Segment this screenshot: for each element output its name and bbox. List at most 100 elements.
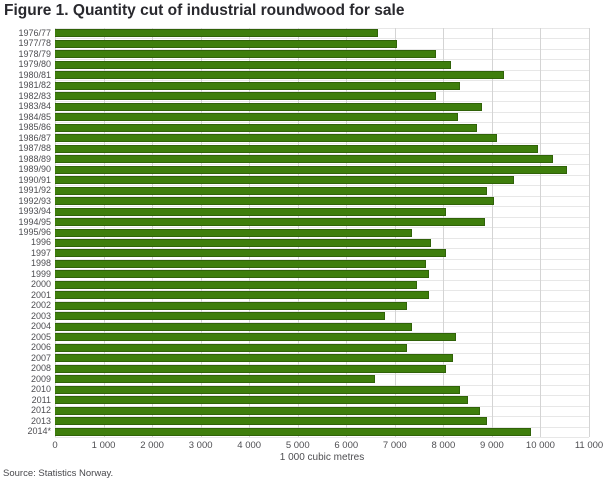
bar-1986/87[interactable] xyxy=(55,134,497,143)
bar-1997[interactable] xyxy=(55,249,446,258)
row-gridline xyxy=(55,28,589,29)
bar-1998[interactable] xyxy=(55,259,427,268)
row-gridline xyxy=(55,164,589,166)
bar-1987/88[interactable] xyxy=(55,144,539,153)
bar-2003[interactable] xyxy=(55,312,386,321)
category-label: 1979/80 xyxy=(18,59,51,70)
bar-1992/93[interactable] xyxy=(55,197,495,206)
row-gridline xyxy=(55,395,589,397)
row-gridline xyxy=(55,353,589,355)
bar-2004[interactable] xyxy=(55,322,412,331)
category-label: 2006 xyxy=(30,342,51,353)
bar-2002[interactable] xyxy=(55,301,407,310)
row-gridline xyxy=(55,279,589,281)
x-tick-label: 5 000 xyxy=(285,440,310,451)
x-tick-label: 8 000 xyxy=(431,440,456,451)
category-label: 1994/95 xyxy=(18,216,51,227)
row-gridline xyxy=(55,237,589,239)
category-label: 2012 xyxy=(30,405,51,416)
bar-1979/80[interactable] xyxy=(55,60,451,69)
bar-2014*[interactable] xyxy=(55,427,531,436)
category-label: 1986/87 xyxy=(18,132,51,143)
value-gridline xyxy=(589,28,590,437)
row-gridline xyxy=(55,122,589,124)
category-label: 1987/88 xyxy=(18,143,51,154)
category-label: 2005 xyxy=(30,331,51,342)
bar-1990/91[interactable] xyxy=(55,176,514,185)
category-label: 2000 xyxy=(30,279,51,290)
bar-2011[interactable] xyxy=(55,396,468,405)
category-label: 1998 xyxy=(30,258,51,269)
value-gridline xyxy=(540,28,542,437)
bar-1994/95[interactable] xyxy=(55,218,485,226)
category-label: 2009 xyxy=(30,373,51,384)
category-label: 1995/96 xyxy=(18,227,51,237)
row-gridline xyxy=(55,227,589,229)
category-label: 1977/78 xyxy=(18,38,51,49)
bar-2007[interactable] xyxy=(55,354,454,363)
row-gridline xyxy=(55,363,589,365)
category-label: 1976/77 xyxy=(18,27,51,38)
bar-2005[interactable] xyxy=(55,333,456,342)
category-label: 1988/89 xyxy=(18,153,51,164)
bar-1977/78[interactable] xyxy=(55,39,398,48)
bar-1978/79[interactable] xyxy=(55,50,437,59)
bar-1991/92[interactable] xyxy=(55,186,488,195)
bar-1984/85[interactable] xyxy=(55,113,458,122)
bar-2013[interactable] xyxy=(55,417,488,426)
bar-1996[interactable] xyxy=(55,238,432,247)
source-note: Source: Statistics Norway. xyxy=(3,468,114,479)
bar-2006[interactable] xyxy=(55,343,407,352)
category-label: 2002 xyxy=(30,300,51,311)
bar-1982/83[interactable] xyxy=(55,92,437,101)
category-label: 1997 xyxy=(30,247,51,258)
row-gridline xyxy=(55,101,589,103)
row-gridline xyxy=(55,300,589,302)
row-gridline xyxy=(55,248,589,250)
x-tick-label: 1 000 xyxy=(91,440,116,451)
x-tick-label: 11 000 xyxy=(574,440,604,451)
bar-1993/94[interactable] xyxy=(55,207,446,216)
value-gridline xyxy=(443,28,445,437)
row-gridline xyxy=(55,216,589,218)
row-gridline xyxy=(55,405,589,407)
bar-1983/84[interactable] xyxy=(55,102,483,111)
category-label: 2014* xyxy=(27,426,51,437)
bar-1985/86[interactable] xyxy=(55,123,478,132)
row-gridline xyxy=(55,48,589,50)
x-tick-label: 4 000 xyxy=(237,440,262,451)
row-gridline xyxy=(55,258,589,260)
x-tick-label: 7 000 xyxy=(382,440,407,451)
category-label: 2011 xyxy=(31,394,51,405)
bar-2012[interactable] xyxy=(55,406,480,415)
bar-1980/81[interactable] xyxy=(55,71,505,80)
category-label: 2001 xyxy=(30,289,51,300)
bar-1976/77[interactable] xyxy=(55,29,378,38)
category-label: 1999 xyxy=(30,268,51,279)
category-label: 1982/83 xyxy=(18,90,51,101)
bar-1989/90[interactable] xyxy=(55,165,568,174)
category-label: 2004 xyxy=(30,321,51,332)
row-gridline xyxy=(55,437,589,438)
bar-1988/89[interactable] xyxy=(55,155,553,164)
bar-2008[interactable] xyxy=(55,364,446,373)
row-gridline xyxy=(55,90,589,92)
x-tick-label: 3 000 xyxy=(188,440,213,451)
row-gridline xyxy=(55,384,589,386)
value-gridline xyxy=(491,28,493,437)
bar-2009[interactable] xyxy=(55,375,376,384)
bar-1981/82[interactable] xyxy=(55,81,461,90)
row-gridline xyxy=(55,269,589,271)
bar-2001[interactable] xyxy=(55,291,429,300)
bar-2010[interactable] xyxy=(55,385,461,394)
bar-1999[interactable] xyxy=(55,270,429,279)
row-gridline xyxy=(55,426,589,428)
row-gridline xyxy=(55,111,589,113)
row-gridline xyxy=(55,59,589,61)
x-tick-label: 9 000 xyxy=(480,440,504,451)
bar-2000[interactable] xyxy=(55,280,417,289)
bar-1995/96[interactable] xyxy=(55,228,412,237)
category-label: 1984/85 xyxy=(18,111,51,122)
row-gridline xyxy=(55,174,589,176)
